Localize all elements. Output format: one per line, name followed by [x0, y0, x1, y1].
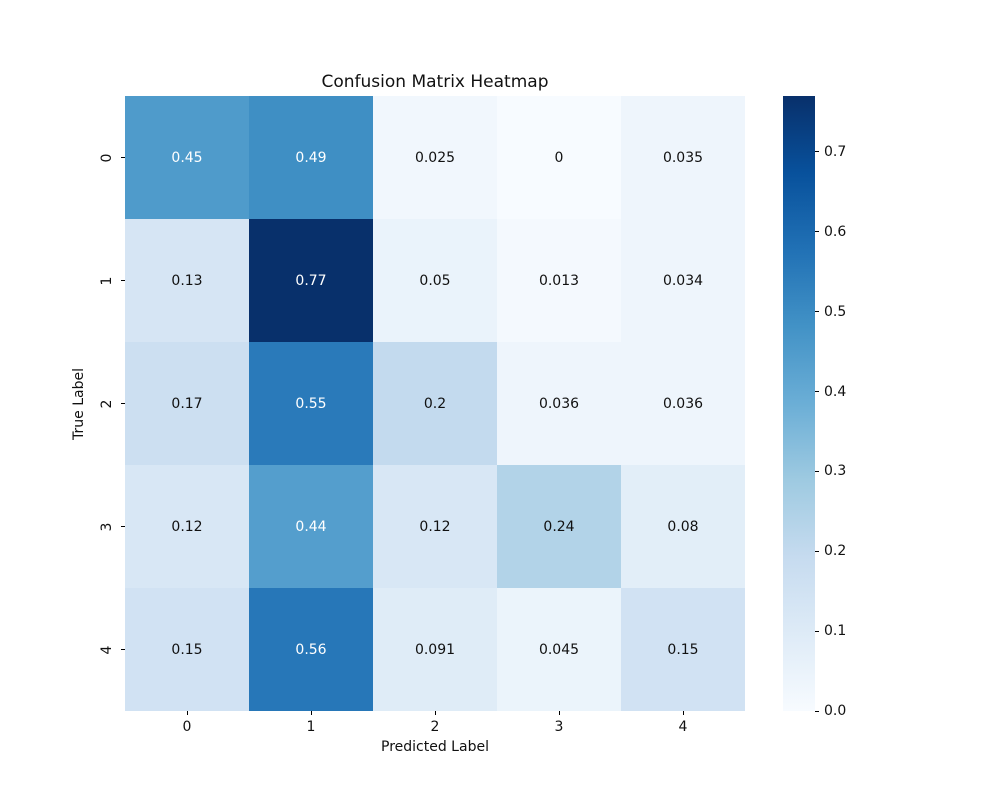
- heatmap-cell-r1-c0: 0.13: [125, 219, 249, 342]
- chart-title: Confusion Matrix Heatmap: [321, 72, 549, 92]
- heatmap-cell-r1-c1: 0.77: [249, 219, 373, 342]
- y-tick-mark: [121, 280, 125, 281]
- heatmap-cell-r4-c4: 0.15: [621, 588, 745, 711]
- cell-value-label: 0.025: [414, 149, 456, 166]
- heatmap-cell-r3-c2: 0.12: [373, 465, 497, 588]
- x-tick-label: 4: [678, 719, 688, 735]
- colorbar-tick-mark: [815, 550, 819, 552]
- heatmap-cell-r2-c0: 0.17: [125, 342, 249, 465]
- colorbar-tick-mark: [815, 231, 819, 233]
- heatmap-grid: 0.45 0.49 0.025 0 0.035 0.13 0.77 0.05 0.013 0.03…: [125, 96, 745, 711]
- colorbar-tick-label: 0.7: [824, 143, 847, 160]
- colorbar-tick-mark: [815, 470, 819, 472]
- cell-value-label: 0.77: [295, 272, 327, 289]
- colorbar: [783, 96, 815, 711]
- cell-value-label: 0.13: [171, 272, 203, 289]
- colorbar-tick-label: 0.6: [824, 223, 847, 240]
- y-tick-mark: [121, 157, 125, 158]
- colorbar-tick-label: 0.2: [824, 543, 847, 560]
- cell-value-label: 0.08: [667, 518, 699, 535]
- heatmap-cell-r4-c2: 0.091: [373, 588, 497, 711]
- cell-value-label: 0.05: [419, 272, 451, 289]
- colorbar-tick-label: 0.4: [824, 383, 847, 400]
- colorbar-tick-label: 0.5: [824, 303, 847, 320]
- y-tick-label: 0: [99, 153, 115, 162]
- cell-value-label: 0.036: [662, 395, 704, 412]
- y-tick-label: 1: [99, 276, 115, 285]
- colorbar-tick-mark: [815, 630, 819, 632]
- heatmap-cell-r2-c4: 0.036: [621, 342, 745, 465]
- y-tick-mark: [121, 649, 125, 650]
- heatmap-cell-r1-c3: 0.013: [497, 219, 621, 342]
- cell-value-label: 0.036: [538, 395, 580, 412]
- cell-value-label: 0.12: [419, 518, 451, 535]
- heatmap-cell-r0-c0: 0.45: [125, 96, 249, 219]
- cell-value-label: 0.49: [295, 149, 327, 166]
- y-tick-label: 4: [99, 645, 115, 654]
- cell-value-label: 0.034: [662, 272, 704, 289]
- heatmap-cell-r0-c2: 0.025: [373, 96, 497, 219]
- cell-value-label: 0.045: [538, 641, 580, 658]
- heatmap-cell-r2-c3: 0.036: [497, 342, 621, 465]
- heatmap-cell-r1-c4: 0.034: [621, 219, 745, 342]
- heatmap-cell-r4-c1: 0.56: [249, 588, 373, 711]
- y-tick-label: 3: [99, 522, 115, 531]
- heatmap-cell-r4-c3: 0.045: [497, 588, 621, 711]
- cell-value-label: 0.035: [662, 149, 704, 166]
- cell-value-label: 0.17: [171, 395, 203, 412]
- cell-value-label: 0.15: [667, 641, 699, 658]
- x-tick-label: 0: [182, 719, 192, 735]
- colorbar-tick-label: 0.3: [824, 463, 847, 480]
- x-tick-label: 2: [430, 719, 440, 735]
- x-tick-mark: [310, 711, 312, 715]
- cell-value-label: 0.091: [414, 641, 456, 658]
- heatmap-cell-r0-c1: 0.49: [249, 96, 373, 219]
- cell-value-label: 0.44: [295, 518, 327, 535]
- cell-value-label: 0.12: [171, 518, 203, 535]
- x-tick-mark: [434, 711, 436, 715]
- heatmap-cell-r3-c3: 0.24: [497, 465, 621, 588]
- cell-value-label: 0: [554, 149, 564, 166]
- colorbar-tick-mark: [815, 391, 819, 393]
- x-tick-mark: [682, 711, 684, 715]
- heatmap-cell-r0-c4: 0.035: [621, 96, 745, 219]
- cell-value-label: 0.2: [423, 395, 447, 412]
- heatmap-cell-r3-c4: 0.08: [621, 465, 745, 588]
- colorbar-tick-label: 0.1: [824, 623, 847, 640]
- y-tick-label: 2: [99, 399, 115, 408]
- colorbar-tick-label: 0.0: [824, 703, 847, 719]
- colorbar-tick-mark: [815, 710, 819, 712]
- heatmap-cell-r1-c2: 0.05: [373, 219, 497, 342]
- heatmap-cell-r3-c0: 0.12: [125, 465, 249, 588]
- cell-value-label: 0.45: [171, 149, 203, 166]
- heatmap-cell-r0-c3: 0: [497, 96, 621, 219]
- cell-value-label: 0.56: [295, 641, 327, 658]
- cell-value-label: 0.013: [538, 272, 580, 289]
- cell-value-label: 0.24: [543, 518, 575, 535]
- y-tick-mark: [121, 403, 125, 404]
- y-axis-label: True Label: [71, 368, 87, 440]
- heatmap-cell-r2-c1: 0.55: [249, 342, 373, 465]
- x-tick-label: 1: [306, 719, 316, 735]
- x-tick-mark: [558, 711, 560, 715]
- cell-value-label: 0.15: [171, 641, 203, 658]
- y-tick-mark: [121, 526, 125, 527]
- heatmap-cell-r4-c0: 0.15: [125, 588, 249, 711]
- x-tick-mark: [186, 711, 188, 715]
- colorbar-tick-mark: [815, 151, 819, 153]
- x-tick-label: 3: [554, 719, 564, 735]
- heatmap-cell-r2-c2: 0.2: [373, 342, 497, 465]
- x-axis-label: Predicted Label: [381, 739, 489, 755]
- heatmap-cell-r3-c1: 0.44: [249, 465, 373, 588]
- cell-value-label: 0.55: [295, 395, 327, 412]
- colorbar-tick-mark: [815, 311, 819, 313]
